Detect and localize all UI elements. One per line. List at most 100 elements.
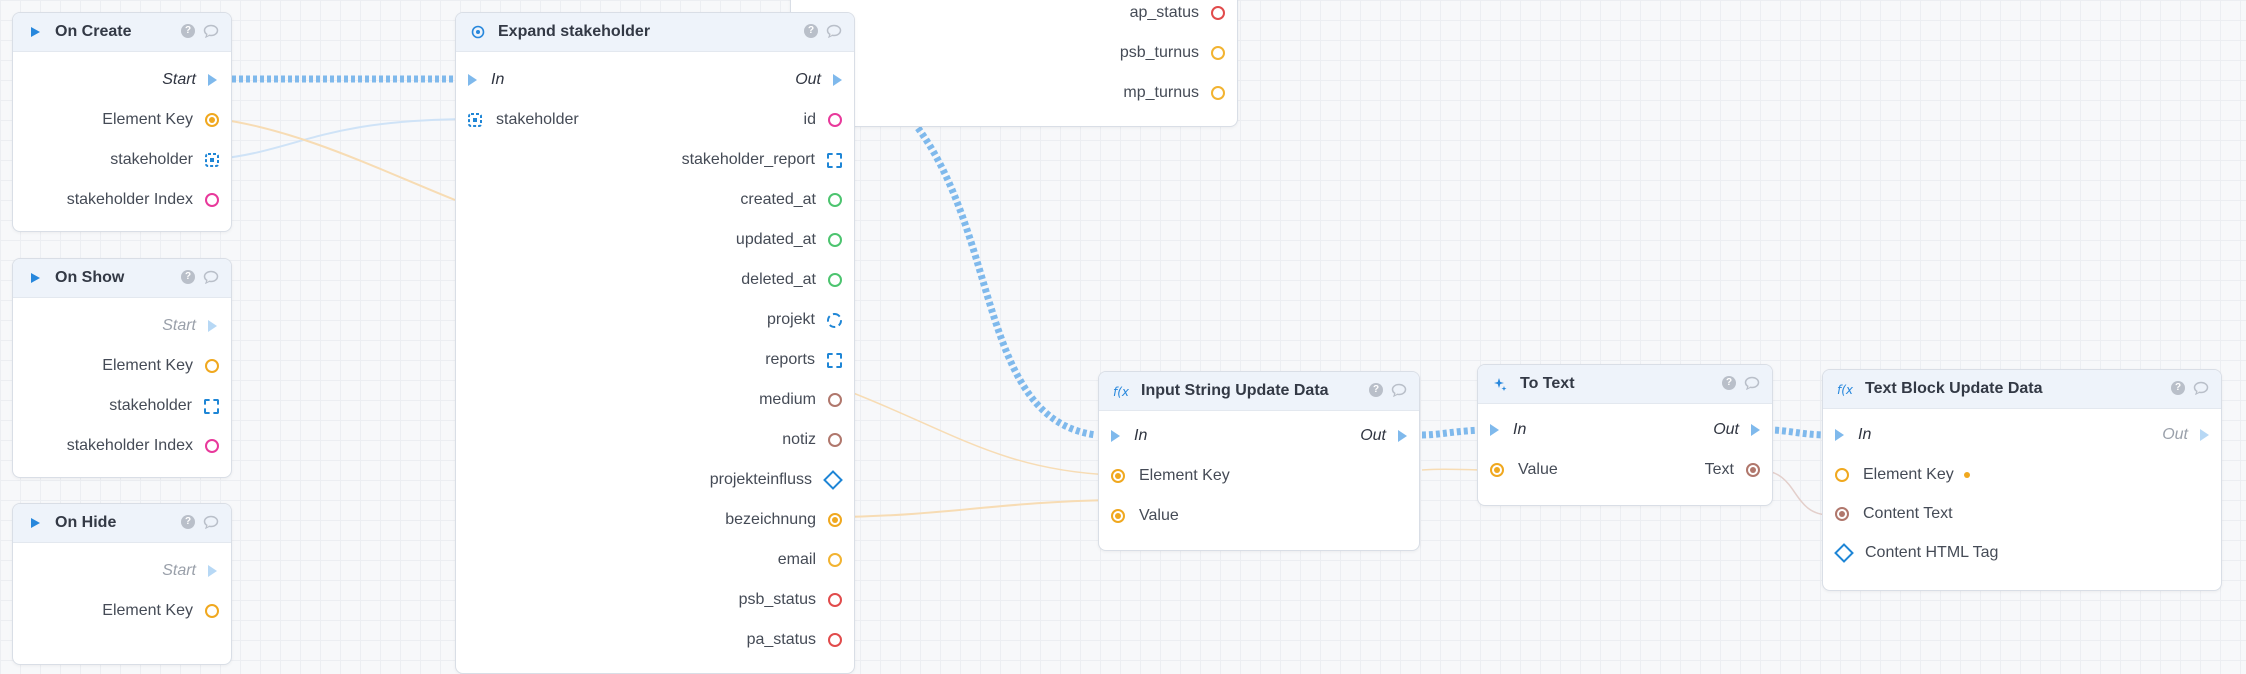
help-icon[interactable]: ? — [181, 24, 195, 38]
node-header[interactable]: On Show ? — [13, 259, 231, 298]
node-header[interactable]: f(x Text Block Update Data ? — [1823, 370, 2221, 409]
function-icon: f(x — [1837, 381, 1853, 397]
output-pin[interactable] — [828, 273, 842, 287]
element-key-pin[interactable] — [1835, 468, 1849, 482]
exec-out-pin[interactable] — [1751, 424, 1760, 436]
element-key-label: Element Key — [1863, 466, 1954, 483]
help-icon[interactable]: ? — [2171, 381, 2185, 395]
to-text-node[interactable]: To Text ? In Out Value Text — [1477, 364, 1773, 506]
input-string-update-node[interactable]: f(x Input String Update Data ? In Out El… — [1098, 371, 1420, 551]
value-row: Value — [1111, 506, 1179, 526]
node-header[interactable]: On Create ? — [13, 13, 231, 52]
exec-in-row: In — [468, 70, 504, 90]
node-header[interactable]: Expand stakeholder ? — [456, 13, 854, 52]
exec-out-row: Out — [1360, 426, 1407, 446]
ap-status-row: ap_status — [1130, 3, 1225, 23]
comment-icon[interactable] — [826, 24, 842, 38]
exec-in-row: In — [1490, 420, 1526, 440]
comment-icon[interactable] — [203, 270, 219, 284]
output-pin[interactable] — [827, 312, 842, 328]
exec-out-pin[interactable] — [208, 320, 217, 332]
output-label: created_at — [740, 191, 816, 208]
output-pin[interactable] — [828, 593, 842, 607]
upper-node[interactable]: ap_status psb_turnus mp_turnus — [790, 0, 1238, 127]
output-pin[interactable] — [828, 553, 842, 567]
exec-out-pin[interactable] — [208, 74, 217, 86]
output-pin[interactable] — [828, 393, 842, 407]
output-label: email — [777, 551, 816, 568]
stakeholder-pin[interactable] — [204, 398, 219, 414]
expand-stakeholder-node[interactable]: Expand stakeholder ? In Out stakeholder … — [455, 12, 855, 674]
output-pin[interactable] — [828, 233, 842, 247]
node-header[interactable]: To Text ? — [1478, 365, 1772, 404]
output-pin[interactable] — [823, 470, 843, 490]
value-pin[interactable] — [1490, 463, 1504, 477]
content-html-tag-row: Content HTML Tag — [1834, 543, 1999, 563]
help-icon[interactable]: ? — [804, 24, 818, 38]
out-label: Out — [1360, 427, 1386, 444]
comment-icon[interactable] — [2193, 381, 2209, 395]
start-row: Start — [162, 70, 217, 90]
exec-in-pin[interactable] — [1835, 429, 1844, 441]
comment-icon[interactable] — [1744, 376, 1760, 390]
output-pin[interactable] — [828, 113, 842, 127]
stakeholder-index-pin[interactable] — [205, 439, 219, 453]
text-block-update-node[interactable]: f(x Text Block Update Data ? In Out Elem… — [1822, 369, 2222, 591]
node-title: Input String Update Data — [1141, 382, 1329, 399]
output-label: projekt — [766, 311, 815, 328]
on-create-node[interactable]: On Create ? Start Element Key stakeholde… — [12, 12, 232, 232]
element-key-pin[interactable] — [205, 359, 219, 373]
stakeholder-input-label: stakeholder — [496, 111, 579, 128]
node-header[interactable]: On Hide ? — [13, 504, 231, 543]
exec-out-pin[interactable] — [1398, 430, 1407, 442]
output-label: bezeichnung — [725, 511, 816, 528]
ap-status-pin[interactable] — [1211, 6, 1225, 20]
mp-turnus-row: mp_turnus — [1123, 83, 1225, 103]
content-html-tag-label: Content HTML Tag — [1865, 544, 1999, 561]
on-hide-node[interactable]: On Hide ? Start Element Key — [12, 503, 232, 665]
psb-turnus-pin[interactable] — [1211, 46, 1225, 60]
output-pin[interactable] — [828, 633, 842, 647]
content-text-pin[interactable] — [1835, 507, 1849, 521]
stakeholder-index-pin[interactable] — [205, 193, 219, 207]
output-pin[interactable] — [827, 152, 842, 168]
output-label: projekteinfluss — [709, 471, 812, 488]
comment-icon[interactable] — [203, 515, 219, 529]
help-icon[interactable]: ? — [181, 270, 195, 284]
comment-icon[interactable] — [1391, 383, 1407, 397]
help-icon[interactable]: ? — [181, 515, 195, 529]
output-pin[interactable] — [828, 433, 842, 447]
output-pin[interactable] — [828, 513, 842, 527]
output-row: medium — [759, 390, 842, 410]
content-html-tag-pin[interactable] — [1834, 543, 1854, 563]
help-icon[interactable]: ? — [1722, 376, 1736, 390]
stakeholder-pin[interactable] — [205, 153, 219, 167]
stakeholder-input-pin[interactable] — [468, 113, 482, 127]
exec-out-pin[interactable] — [833, 74, 842, 86]
text-label: Text — [1704, 461, 1734, 478]
in-label: In — [491, 71, 505, 88]
value-pin[interactable] — [1111, 509, 1125, 523]
element-key-pin[interactable] — [1111, 469, 1125, 483]
element-key-pin[interactable] — [205, 113, 219, 127]
exec-in-pin[interactable] — [1111, 430, 1120, 442]
node-header[interactable]: f(x Input String Update Data ? — [1099, 372, 1419, 411]
exec-in-pin[interactable] — [468, 74, 477, 86]
element-key-row: Element Key — [1835, 465, 1970, 485]
on-show-node[interactable]: On Show ? Start Element Key stakeholder … — [12, 258, 232, 478]
output-pin[interactable] — [827, 352, 842, 368]
output-label: pa_status — [746, 631, 816, 648]
help-icon[interactable]: ? — [1369, 383, 1383, 397]
exec-out-pin[interactable] — [2200, 429, 2209, 441]
output-label: id — [803, 111, 816, 128]
stakeholder-row: stakeholder — [110, 150, 219, 170]
element-key-pin[interactable] — [205, 604, 219, 618]
text-pin[interactable] — [1746, 463, 1760, 477]
mp-turnus-pin[interactable] — [1211, 86, 1225, 100]
output-pin[interactable] — [828, 193, 842, 207]
exec-out-row: Out — [1713, 420, 1760, 440]
comment-icon[interactable] — [203, 24, 219, 38]
exec-in-pin[interactable] — [1490, 424, 1499, 436]
exec-out-pin[interactable] — [208, 565, 217, 577]
text-row: Text — [1705, 460, 1760, 480]
